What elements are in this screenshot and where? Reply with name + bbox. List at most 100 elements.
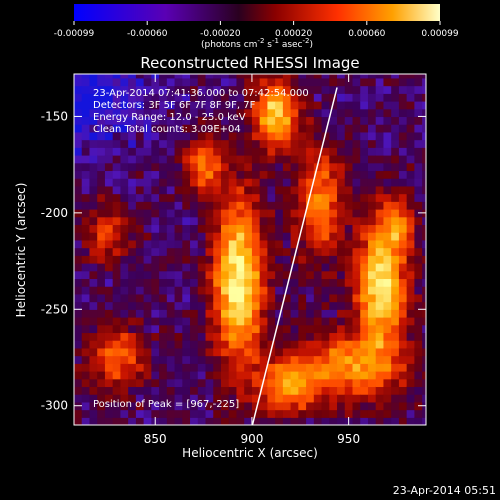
heatmap-cell — [159, 147, 168, 156]
heatmap-cell — [220, 116, 230, 125]
heatmap-cell — [344, 147, 354, 156]
heatmap-cell — [244, 216, 253, 226]
heatmap-cell — [422, 293, 426, 303]
heatmap-cell — [104, 147, 114, 156]
heatmap-cell — [375, 216, 385, 226]
heatmap-cell — [282, 155, 292, 164]
heatmap-cell — [174, 85, 183, 94]
heatmap-cell — [275, 147, 284, 156]
heatmap-cell — [422, 232, 426, 241]
heatmap-cell — [267, 317, 276, 326]
heatmap-cell — [213, 93, 222, 102]
heatmap-cell — [220, 74, 230, 79]
heatmap-cell — [143, 417, 152, 425]
heatmap-cell — [414, 417, 423, 425]
heatmap-cell — [306, 85, 315, 94]
heatmap-cell — [290, 324, 299, 334]
heatmap-cell — [159, 74, 168, 79]
heatmap-cell — [329, 278, 338, 287]
heatmap-cell — [81, 108, 91, 118]
heatmap-cell — [352, 239, 361, 249]
heatmap-cell — [174, 324, 183, 334]
heatmap-cell — [81, 85, 91, 94]
heatmap-cell — [321, 209, 330, 218]
heatmap-cell — [244, 162, 253, 172]
heatmap-cell — [367, 155, 377, 164]
heatmap-cell — [313, 147, 323, 156]
heatmap-cell — [422, 340, 426, 349]
heatmap-cell — [213, 324, 222, 334]
heatmap-cell — [159, 139, 168, 148]
heatmap-cell — [313, 293, 323, 303]
heatmap-cell — [182, 232, 191, 241]
heatmap-cell — [228, 178, 238, 187]
heatmap-cell — [128, 232, 137, 241]
heatmap-cell — [135, 185, 145, 195]
heatmap-cell — [275, 139, 284, 148]
heatmap-cell — [236, 139, 245, 148]
heatmap-cell — [337, 170, 346, 179]
heatmap-cell — [298, 332, 307, 341]
heatmap-cell — [267, 74, 276, 79]
heatmap-cell — [166, 185, 176, 195]
heatmap-cell — [120, 85, 129, 94]
heatmap-cell — [360, 232, 369, 241]
heatmap-cell — [251, 409, 261, 418]
heatmap-cell — [190, 209, 199, 218]
heatmap-cell — [197, 185, 207, 195]
heatmap-cell — [205, 162, 214, 172]
heatmap-cell — [275, 116, 284, 125]
heatmap-cell — [375, 270, 385, 280]
heatmap-cell — [190, 139, 199, 148]
heatmap-cell — [151, 155, 160, 164]
chart-title: Reconstructed RHESSI Image — [140, 54, 359, 72]
heatmap-cell — [267, 278, 276, 287]
heatmap-cell — [174, 77, 183, 87]
heatmap-cell — [174, 317, 183, 326]
heatmap-cell — [190, 317, 199, 326]
heatmap-cell — [97, 409, 106, 418]
heatmap-cell — [213, 309, 222, 318]
heatmap-cell — [375, 193, 385, 202]
heatmap-cell — [104, 324, 114, 334]
heatmap-cell — [290, 309, 299, 318]
heatmap-cell — [166, 371, 176, 380]
heatmap-cell — [267, 77, 276, 87]
heatmap-cell — [166, 417, 176, 425]
heatmap-cell — [174, 332, 183, 341]
heatmap-cell — [352, 116, 361, 125]
heatmap-cell — [329, 85, 338, 94]
heatmap-cell — [306, 131, 315, 141]
heatmap-cell — [275, 108, 284, 118]
heatmap-cell — [182, 263, 191, 272]
heatmap-cell — [383, 116, 392, 125]
heatmap-cell — [383, 124, 392, 133]
heatmap-cell — [282, 224, 292, 233]
heatmap-cell — [337, 317, 346, 326]
heatmap-cell — [313, 417, 323, 425]
heatmap-cell — [228, 247, 238, 256]
heatmap-cell — [313, 286, 323, 295]
heatmap-cell — [422, 224, 426, 233]
heatmap-cell — [190, 124, 199, 133]
heatmap-cell — [190, 170, 199, 179]
heatmap-cell — [337, 216, 346, 226]
heatmap-cell — [197, 178, 207, 187]
heatmap-cell — [375, 124, 385, 133]
heatmap-cell — [375, 131, 385, 141]
heatmap-cell — [97, 417, 106, 425]
heatmap-cell — [151, 209, 160, 218]
heatmap-cell — [414, 340, 423, 349]
heatmap-cell — [104, 270, 114, 280]
heatmap-cell — [174, 239, 183, 249]
heatmap-cell — [313, 116, 323, 125]
heatmap-cell — [337, 301, 346, 310]
heatmap-cell — [375, 386, 385, 395]
heatmap-cell — [306, 309, 315, 318]
heatmap-cell — [406, 74, 415, 79]
heatmap-cell — [104, 139, 114, 148]
heatmap-cell — [236, 232, 245, 241]
heatmap-cell — [344, 77, 354, 87]
heatmap-cell — [267, 263, 276, 272]
heatmap-cell — [367, 216, 377, 226]
